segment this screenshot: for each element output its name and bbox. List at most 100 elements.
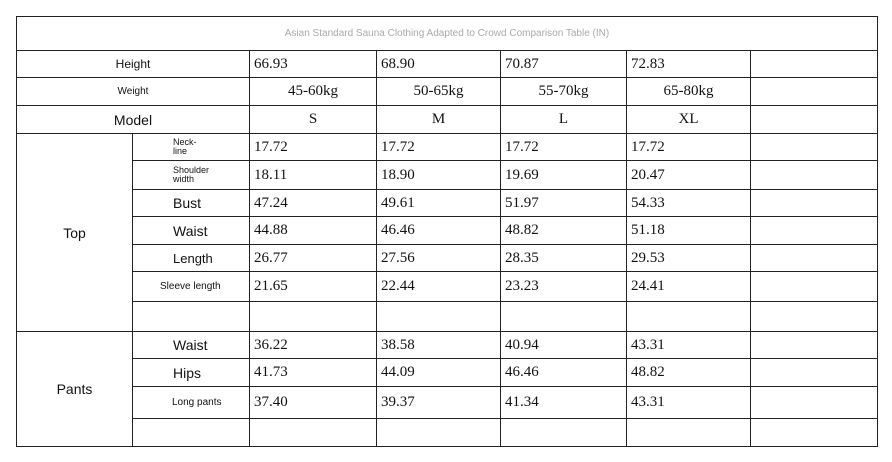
row-label: Height	[16, 50, 250, 78]
value-cell: 24.41	[626, 271, 751, 302]
value-cell: 70.87	[500, 50, 627, 78]
group-label-text: Top	[63, 224, 86, 241]
value-cell: 40.94	[500, 331, 627, 359]
sub-label: Waist	[132, 216, 250, 245]
value-cell-text: 49.61	[381, 194, 415, 211]
sub-label: Shoulder width	[132, 160, 250, 190]
value-cell: 68.90	[376, 50, 501, 78]
value-cell: 72.83	[626, 50, 751, 78]
empty-cell	[750, 50, 878, 78]
empty-cell	[750, 160, 878, 190]
value-cell: 66.93	[249, 50, 377, 78]
table-title: Asian Standard Sauna Clothing Adapted to…	[16, 16, 878, 51]
value-cell: 44.88	[249, 216, 377, 245]
value-cell-text: 29.53	[631, 249, 665, 266]
empty-cell	[750, 216, 878, 245]
empty-cell	[750, 418, 878, 447]
value-cell-text: 24.41	[631, 278, 665, 294]
empty-cell	[750, 386, 878, 419]
value-cell: XL	[626, 105, 751, 134]
value-cell-text: 68.90	[381, 55, 415, 72]
value-cell-text: 23.23	[505, 278, 539, 294]
value-cell: 22.44	[376, 271, 501, 302]
value-cell: 17.72	[500, 133, 627, 161]
value-cell-text: 37.40	[254, 394, 288, 410]
value-cell-text: 43.31	[631, 336, 665, 353]
row-label-text: Model	[113, 111, 153, 128]
value-cell-text: 28.35	[505, 249, 539, 266]
value-cell-text: 22.44	[381, 278, 415, 294]
empty-cell	[500, 301, 627, 332]
empty-cell	[132, 418, 250, 447]
empty-cell	[750, 105, 878, 134]
value-cell-text: 55-70kg	[538, 83, 589, 99]
value-cell: 46.46	[376, 216, 501, 245]
empty-cell	[626, 301, 751, 332]
value-cell-text: 17.72	[381, 138, 415, 155]
value-cell-text: 41.34	[505, 394, 539, 410]
empty-cell	[750, 244, 878, 272]
value-cell: 44.09	[376, 358, 501, 387]
value-cell-text: 48.82	[505, 222, 539, 238]
table-title-text: Asian Standard Sauna Clothing Adapted to…	[284, 28, 610, 39]
empty-cell	[249, 301, 377, 332]
value-cell: 26.77	[249, 244, 377, 272]
value-cell-text: 18.90	[381, 166, 415, 183]
value-cell-text: 39.37	[381, 394, 415, 410]
value-cell: 65-80kg	[626, 77, 751, 106]
empty-cell	[376, 301, 501, 332]
value-cell: 55-70kg	[500, 77, 627, 106]
value-cell: 17.72	[626, 133, 751, 161]
value-cell: 43.31	[626, 331, 751, 359]
empty-cell	[750, 77, 878, 106]
value-cell: 50-65kg	[376, 77, 501, 106]
value-cell-text: 51.18	[631, 222, 665, 238]
value-cell-text: 18.11	[254, 166, 288, 183]
empty-cell	[750, 358, 878, 387]
value-cell-text: 50-65kg	[413, 83, 464, 99]
sub-label: Waist	[132, 331, 250, 359]
group-label: Top	[16, 133, 133, 332]
value-cell: 21.65	[249, 271, 377, 302]
value-cell: 38.58	[376, 331, 501, 359]
value-cell: 18.90	[376, 160, 501, 190]
row-label-text: Height	[115, 57, 151, 71]
value-cell: S	[249, 105, 377, 134]
value-cell-text: 19.69	[505, 166, 539, 183]
value-cell-text: 41.73	[254, 364, 288, 380]
value-cell: 39.37	[376, 386, 501, 419]
value-cell: 46.46	[500, 358, 627, 387]
value-cell: 49.61	[376, 189, 501, 217]
value-cell: 23.23	[500, 271, 627, 302]
value-cell-text: 17.72	[254, 138, 288, 155]
empty-cell	[750, 133, 878, 161]
value-cell: 17.72	[376, 133, 501, 161]
row-label: Weight	[16, 77, 250, 106]
value-cell: 37.40	[249, 386, 377, 419]
value-cell-text: 44.09	[381, 364, 415, 380]
value-cell: 20.47	[626, 160, 751, 190]
value-cell: M	[376, 105, 501, 134]
value-cell: 28.35	[500, 244, 627, 272]
sub-label: Long pants	[132, 386, 250, 419]
value-cell-text: 45-60kg	[288, 83, 338, 99]
sub-label: Neck-line	[132, 133, 250, 161]
value-cell-text: XL	[678, 111, 699, 127]
value-cell-text: S	[308, 111, 318, 127]
value-cell-text: 72.83	[631, 55, 665, 72]
value-cell-text: 46.46	[381, 222, 415, 238]
empty-cell	[500, 418, 627, 447]
value-cell-text: 27.56	[381, 249, 415, 266]
value-cell: 29.53	[626, 244, 751, 272]
value-cell: 45-60kg	[249, 77, 377, 106]
value-cell-text: 17.72	[631, 138, 665, 155]
sub-label-text: Bust	[173, 195, 202, 211]
empty-cell	[750, 189, 878, 217]
value-cell: 48.82	[500, 216, 627, 245]
value-cell-text: 20.47	[631, 166, 665, 183]
group-label: Pants	[16, 331, 133, 447]
value-cell: 19.69	[500, 160, 627, 190]
value-cell-text: 44.88	[254, 222, 288, 238]
value-cell: 27.56	[376, 244, 501, 272]
